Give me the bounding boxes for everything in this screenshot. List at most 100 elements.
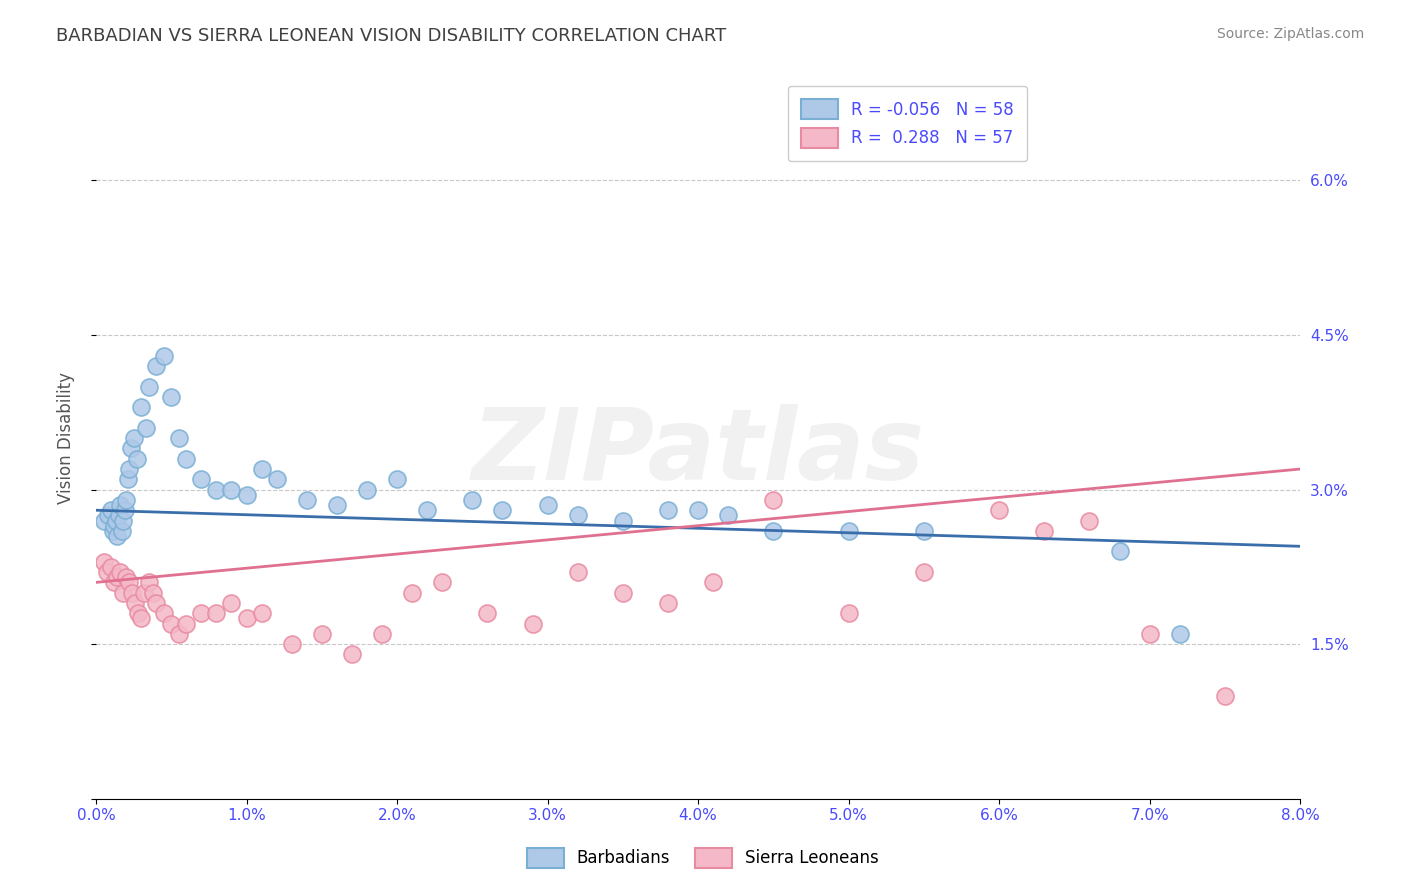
Point [221,483,243,497]
Point [1213,689,1236,703]
Point [401,585,423,599]
Point [340,648,363,662]
Point [100,560,122,574]
Point [522,616,544,631]
Point [105,570,128,584]
Point [266,472,288,486]
Point [117,472,139,486]
Point [129,611,152,625]
Point [432,575,454,590]
Point [134,585,156,599]
Point [1108,544,1130,558]
Point [110,524,132,538]
Point [657,596,679,610]
Point [93,514,115,528]
Point [100,503,122,517]
Point [96,565,118,579]
Point [97,508,120,523]
Point [326,498,349,512]
Point [114,503,136,517]
Point [912,524,935,538]
Point [108,498,131,512]
Point [124,596,146,610]
Point [129,400,152,414]
Point [477,607,499,621]
Point [118,462,141,476]
Point [152,607,174,621]
Point [167,627,190,641]
Point [838,524,860,538]
Point [160,390,183,404]
Point [1168,627,1191,641]
Point [1078,514,1101,528]
Point [108,565,131,579]
Point [371,627,394,641]
Point [838,607,860,621]
Point [688,503,710,517]
Point [491,503,513,517]
Text: BARBADIAN VS SIERRA LEONEAN VISION DISABILITY CORRELATION CHART: BARBADIAN VS SIERRA LEONEAN VISION DISAB… [56,27,727,45]
Point [221,596,243,610]
Point [167,431,190,445]
Y-axis label: Vision Disability: Vision Disability [58,372,75,504]
Point [142,585,165,599]
Legend: Barbadians, Sierra Leoneans: Barbadians, Sierra Leoneans [520,841,886,875]
Text: Source: ZipAtlas.com: Source: ZipAtlas.com [1216,27,1364,41]
Point [145,596,167,610]
Point [1139,627,1161,641]
Point [295,492,318,507]
Point [112,585,135,599]
Point [190,472,212,486]
Text: ZIPatlas: ZIPatlas [471,404,925,501]
Point [115,570,138,584]
Point [416,503,439,517]
Point [176,451,198,466]
Point [567,508,589,523]
Point [988,503,1011,517]
Point [612,585,634,599]
Point [250,607,273,621]
Point [461,492,484,507]
Point [112,514,135,528]
Point [121,585,143,599]
Point [145,359,167,373]
Point [717,508,740,523]
Point [190,607,212,621]
Point [235,611,257,625]
Point [104,514,127,528]
Point [107,508,129,523]
Point [612,514,634,528]
Point [152,349,174,363]
Point [93,555,115,569]
Point [138,575,160,590]
Point [101,524,124,538]
Point [103,518,125,533]
Point [385,472,408,486]
Point [250,462,273,476]
Point [702,575,724,590]
Point [567,565,589,579]
Legend: R = -0.056   N = 58, R =  0.288   N = 57: R = -0.056 N = 58, R = 0.288 N = 57 [787,86,1026,161]
Point [105,529,128,543]
Point [176,616,198,631]
Point [311,627,333,641]
Point [103,575,125,590]
Point [912,565,935,579]
Point [235,488,257,502]
Point [762,492,785,507]
Point [356,483,378,497]
Point [118,575,141,590]
Point [135,421,157,435]
Point [122,431,145,445]
Point [205,483,228,497]
Point [120,442,142,456]
Point [125,451,148,466]
Point [536,498,558,512]
Point [127,607,149,621]
Point [160,616,183,631]
Point [657,503,679,517]
Point [205,607,228,621]
Point [115,492,138,507]
Point [138,379,160,393]
Point [280,637,302,651]
